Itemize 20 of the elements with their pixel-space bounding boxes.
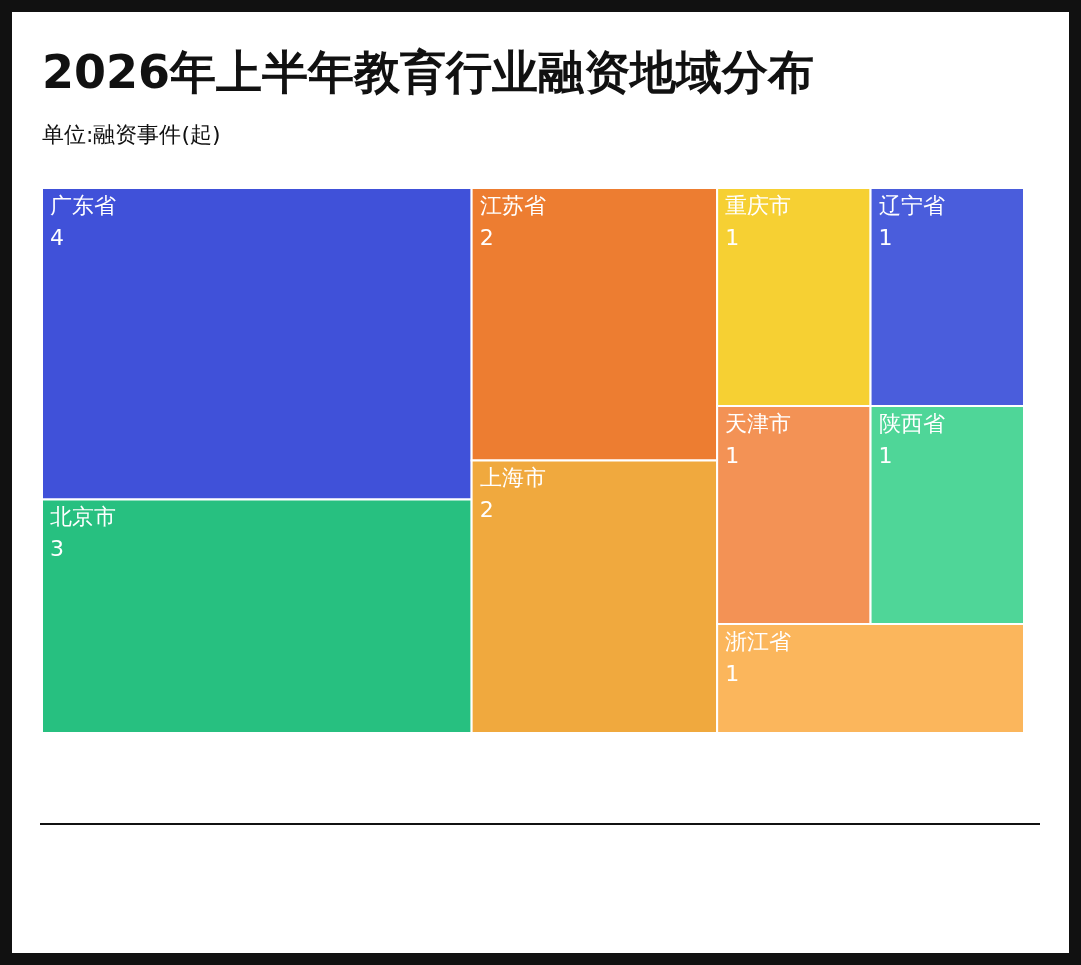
category-label: 辽宁省 [878, 192, 945, 218]
data-label: 3 [50, 536, 64, 562]
data-label: 1 [725, 224, 740, 250]
data-label: 4 [50, 224, 64, 250]
text: 2026年上半年教育行业融资地域分布 [42, 44, 815, 101]
data-label: 1 [878, 442, 893, 468]
data-label: 2 [479, 497, 494, 523]
category-label: 陕西省 [878, 410, 945, 436]
data-label: 1 [878, 224, 893, 250]
category-label: 北京市 [50, 504, 116, 530]
category-label: 重庆市 [725, 192, 792, 218]
data-label: 2 [479, 224, 494, 250]
category-label: 广东省 [50, 192, 116, 218]
text: 单位:融资事件(起) [42, 121, 221, 149]
category-label: 上海市 [479, 465, 546, 491]
data-label: 1 [725, 660, 740, 686]
category-label: 浙江省 [725, 628, 792, 654]
category-label: 江苏省 [479, 192, 546, 218]
category-label: 天津市 [725, 410, 792, 436]
data-label: 1 [725, 442, 740, 468]
